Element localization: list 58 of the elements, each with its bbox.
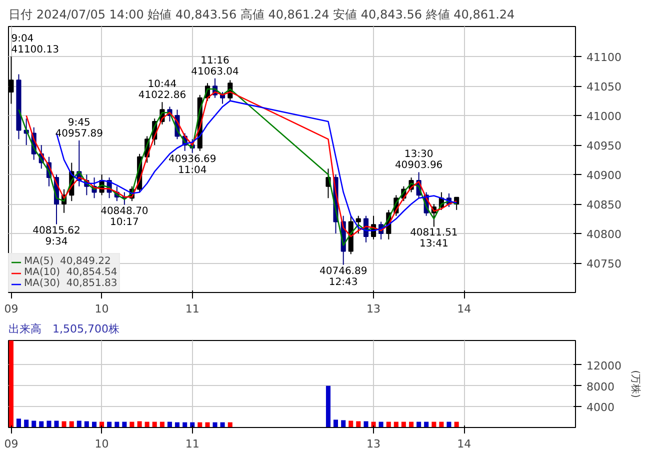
x-tick-label: 13	[366, 302, 381, 316]
annotation: 9:04 41100.13	[11, 34, 59, 56]
annotation: 40848.70 10:17	[100, 206, 148, 228]
bar	[205, 422, 210, 428]
y-tick-label: 41000	[586, 110, 622, 124]
annotation: 40746.89 12:43	[320, 266, 368, 288]
annotation: 40936.69 11:04	[168, 154, 216, 176]
bar	[212, 422, 218, 428]
annotation: 13:30 40903.96	[394, 149, 443, 172]
x-tick-label: 14	[457, 438, 472, 450]
y-tick-label: 12000	[586, 359, 622, 372]
legend-label: MA(30) 40,851.83	[24, 278, 118, 289]
x-tick-label: 09	[4, 438, 18, 450]
bar	[356, 421, 361, 428]
bar	[54, 420, 59, 428]
annotation: 11:16 41063.04	[191, 55, 239, 78]
y-tick-label: 40850	[586, 198, 622, 212]
x-tick-label: 11	[185, 438, 200, 450]
y-tick-label: 40750	[586, 258, 622, 271]
bar	[46, 420, 52, 428]
y-tick-label: 40950	[586, 140, 622, 153]
annotation: 10:44 41022.86	[138, 79, 186, 102]
bar	[39, 421, 44, 428]
bar	[16, 418, 21, 428]
x-tick-label: 13	[366, 438, 381, 450]
annotation: 40811.51 13:41	[410, 228, 458, 250]
y-tick-label: 4000	[586, 401, 614, 414]
y-tick-label: 40800	[586, 228, 622, 242]
bar	[76, 420, 82, 428]
chart-title: 日付 2024/07/05 14:00 始値 40,843.56 高値 40,861.24 安値 40,843.56 終値 40,861.24	[8, 8, 515, 22]
y-tick-label: 41100	[586, 51, 622, 64]
bar	[8, 340, 14, 428]
x-tick-label: 10	[94, 438, 109, 450]
bar	[348, 420, 354, 428]
y-tick-label: 40900	[586, 169, 622, 182]
bar	[333, 420, 338, 428]
y-tick-label: 8000	[586, 380, 614, 394]
y-axis-title: (万株)	[629, 370, 642, 398]
y-tick-label: 41050	[586, 80, 622, 94]
bar	[326, 386, 330, 428]
bar	[364, 421, 368, 428]
bar	[69, 421, 74, 428]
x-tick-label: 10	[94, 302, 109, 316]
annotation: 9:45 40957.89	[55, 117, 104, 140]
bar	[84, 421, 89, 428]
candlestick	[356, 215, 361, 234]
legend-label: MA(10) 40,854.54	[24, 267, 118, 278]
bar	[24, 420, 29, 428]
bar	[341, 420, 346, 428]
bar	[137, 421, 142, 428]
chart-title: 出来高 1,505,700株	[8, 322, 120, 336]
annotation: 40815.62 9:34	[32, 225, 80, 248]
legend-label: MA(5) 40,849.22	[24, 256, 111, 267]
bar	[62, 421, 66, 428]
x-tick-label: 09	[4, 302, 18, 316]
x-tick-label: 14	[457, 302, 472, 316]
bar	[32, 420, 36, 428]
x-tick-label: 11	[185, 302, 200, 316]
